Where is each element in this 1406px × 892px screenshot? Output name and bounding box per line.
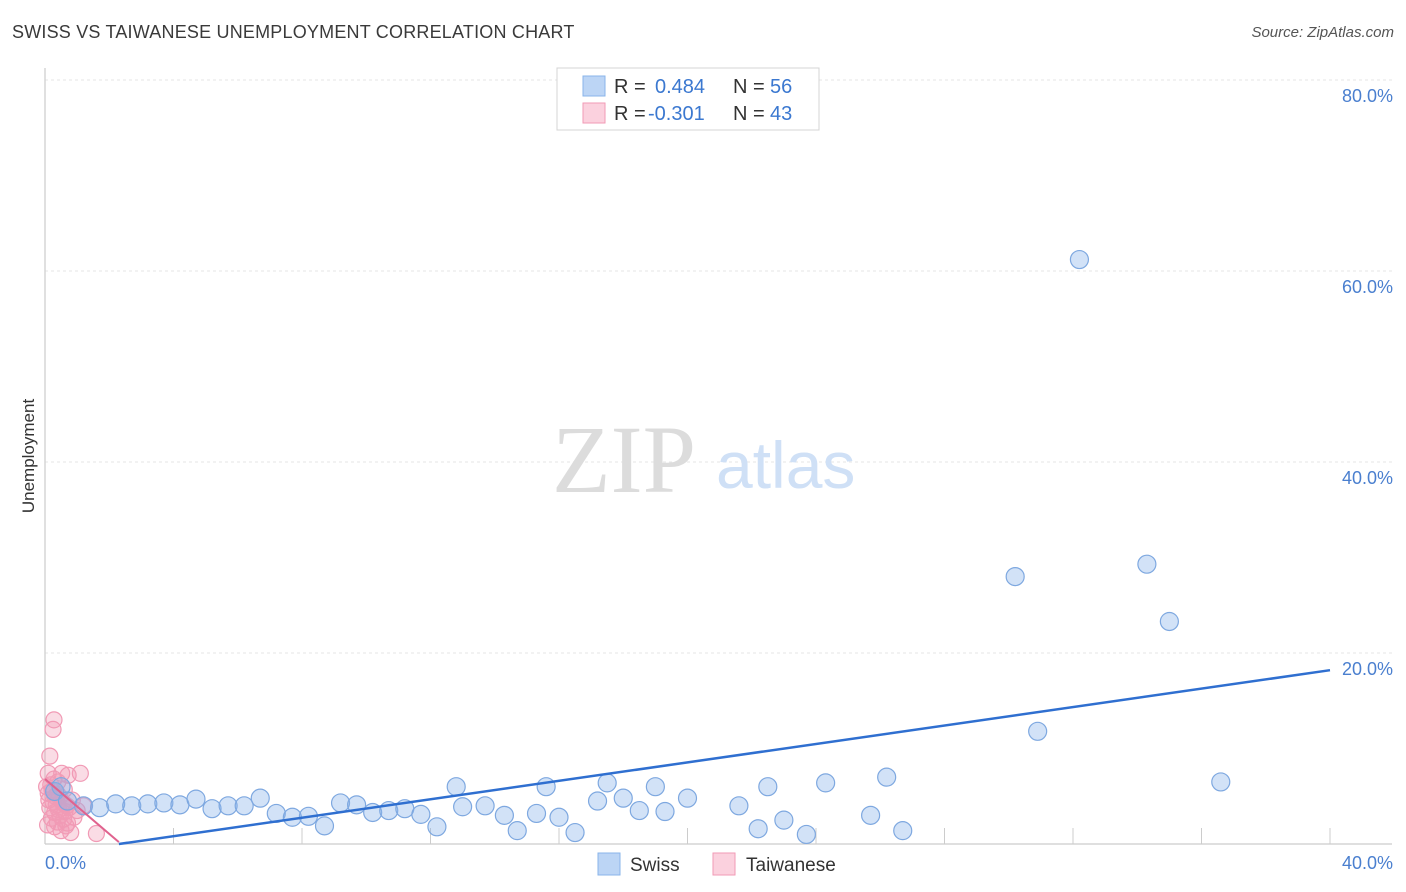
series-legend: Swiss Taiwanese [597, 852, 836, 876]
swiss-n-value: 56 [770, 76, 792, 98]
swiss-point [1005, 566, 1025, 587]
swiss-point [73, 796, 94, 816]
swiss-point [729, 796, 749, 816]
swiss-point [877, 767, 897, 787]
swiss-point [774, 810, 794, 830]
taiwanese-point [41, 747, 59, 765]
taiwanese-r-value: -0.301 [648, 103, 705, 125]
taiwanese-legend-label: Taiwanese [746, 855, 836, 876]
swiss-point [218, 796, 238, 816]
swiss-bottom-swatch [597, 852, 621, 876]
taiwanese-point [62, 823, 80, 842]
swiss-point [1137, 554, 1157, 574]
swiss-point [330, 793, 351, 813]
swiss-point [494, 805, 514, 825]
swiss-point [587, 791, 608, 811]
swiss-r-label: R = [614, 76, 646, 98]
swiss-point [748, 819, 768, 839]
swiss-point [677, 788, 698, 808]
swiss-point [893, 821, 913, 841]
taiwanese-legend-swatch [582, 102, 606, 124]
swiss-point [1211, 772, 1231, 792]
swiss-point [526, 803, 547, 824]
taiwanese-points [38, 711, 106, 843]
x-tick-label: 40.0% [1342, 853, 1393, 873]
swiss-point [1028, 721, 1048, 741]
swiss-point [796, 824, 816, 845]
swiss-n-label: N = [733, 76, 765, 98]
swiss-point [629, 800, 649, 821]
swiss-point [1159, 611, 1179, 632]
x-tick-label: 0.0% [45, 853, 86, 873]
axes [44, 68, 1392, 845]
taiwanese-point [71, 764, 89, 782]
swiss-point [645, 777, 665, 797]
swiss-point [411, 804, 431, 824]
taiwanese-point [53, 764, 71, 782]
swiss-point [475, 796, 495, 816]
swiss-point [122, 796, 142, 816]
swiss-point [186, 789, 206, 809]
swiss-point [453, 797, 473, 817]
swiss-point [314, 816, 335, 836]
watermark-atlas: atlas [716, 428, 855, 502]
taiwanese-point [38, 816, 57, 834]
swiss-point [446, 777, 466, 797]
source-label: Source: ZipAtlas.com [1251, 24, 1394, 41]
swiss-points [45, 249, 1231, 845]
grid-lines [45, 79, 1392, 654]
y-tick-label: 80.0% [1342, 86, 1393, 106]
taiwanese-point [87, 824, 106, 843]
taiwanese-n-label: N = [733, 103, 765, 125]
swiss-legend-swatch [582, 75, 606, 97]
taiwanese-bottom-swatch [712, 852, 736, 876]
swiss-point [613, 788, 633, 808]
watermark: ZIP atlas [552, 406, 855, 513]
y-tick-label: 20.0% [1342, 659, 1393, 679]
swiss-point [106, 794, 126, 814]
swiss-point [57, 791, 78, 811]
taiwanese-r-label: R = [614, 103, 646, 125]
taiwanese-point [45, 711, 63, 729]
swiss-point [202, 799, 222, 819]
swiss-point [170, 795, 190, 815]
swiss-point [427, 817, 447, 837]
swiss-point [90, 798, 110, 818]
chart-title: SWISS VS TAIWANESE UNEMPLOYMENT CORRELAT… [12, 22, 575, 42]
swiss-point [549, 807, 569, 827]
swiss-trend-line [118, 668, 1331, 846]
swiss-point [250, 788, 270, 808]
swiss-point [507, 821, 527, 841]
swiss-point [154, 793, 174, 813]
swiss-point [597, 773, 617, 793]
swiss-point [51, 777, 71, 797]
y-axis-label: Unemployment [19, 399, 38, 514]
taiwanese-n-value: 43 [770, 103, 792, 125]
swiss-point [758, 777, 778, 797]
swiss-legend-label: Swiss [630, 855, 680, 876]
swiss-point [816, 773, 836, 793]
y-tick-label: 60.0% [1342, 277, 1393, 297]
swiss-point [565, 822, 585, 843]
swiss-point [234, 796, 254, 816]
swiss-point [138, 794, 158, 814]
y-tick-label: 40.0% [1342, 468, 1393, 488]
swiss-point [536, 777, 556, 797]
correlation-legend: R = 0.484 N = 56 R = -0.301 N = 43 [556, 67, 820, 131]
taiwanese-trend-line [44, 778, 120, 843]
swiss-point [1069, 249, 1090, 270]
swiss-r-value: 0.484 [655, 76, 705, 98]
swiss-point [861, 805, 881, 825]
watermark-zip: ZIP [552, 406, 696, 513]
swiss-point [655, 801, 675, 822]
